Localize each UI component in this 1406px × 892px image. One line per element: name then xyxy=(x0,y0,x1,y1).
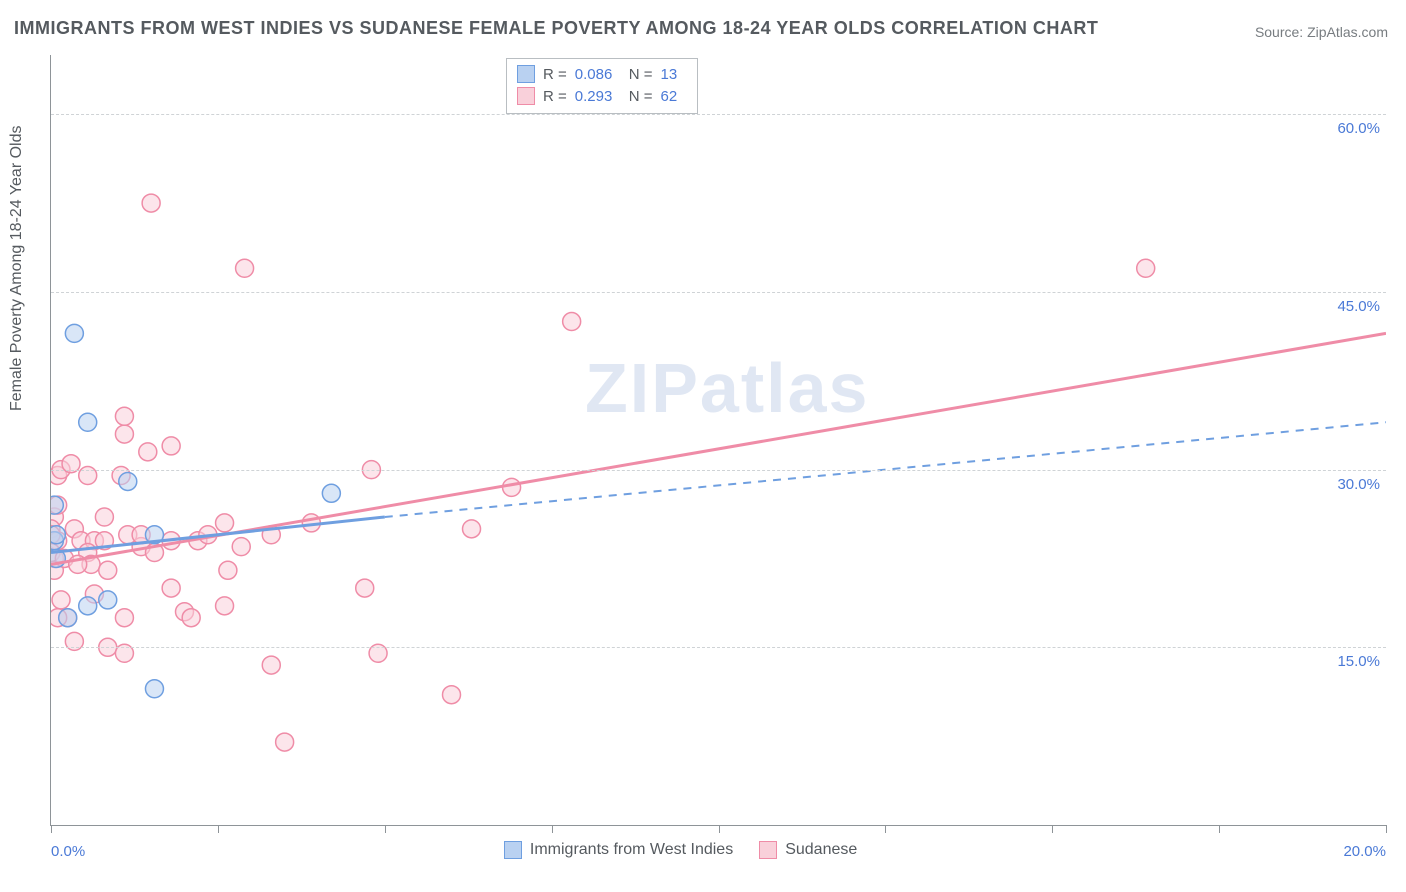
x-axis-tick xyxy=(385,825,386,833)
legend-swatch xyxy=(504,841,522,859)
n-value: 13 xyxy=(661,66,687,83)
x-axis-tick xyxy=(552,825,553,833)
y-axis-tick-label: 45.0% xyxy=(1337,298,1380,315)
stats-legend-row: R = 0.293 N = 62 xyxy=(517,85,687,107)
data-point xyxy=(322,484,340,502)
gridline xyxy=(51,114,1386,115)
data-point xyxy=(216,514,234,532)
data-point xyxy=(99,561,117,579)
data-point xyxy=(443,686,461,704)
data-point xyxy=(276,733,294,751)
data-point xyxy=(503,478,521,496)
data-point xyxy=(79,597,97,615)
data-point xyxy=(95,508,113,526)
series-legend-item: Immigrants from West Indies xyxy=(504,841,733,859)
data-point xyxy=(563,313,581,331)
data-point xyxy=(463,520,481,538)
data-point xyxy=(59,609,77,627)
y-axis-tick-label: 30.0% xyxy=(1337,476,1380,493)
data-point xyxy=(115,407,133,425)
data-point xyxy=(115,609,133,627)
gridline xyxy=(51,470,1386,471)
data-point xyxy=(65,324,83,342)
chart-container: IMMIGRANTS FROM WEST INDIES VS SUDANESE … xyxy=(0,0,1406,892)
y-axis-tick-label: 15.0% xyxy=(1337,653,1380,670)
n-value: 62 xyxy=(661,88,687,105)
x-axis-tick xyxy=(51,825,52,833)
x-axis-tick xyxy=(885,825,886,833)
source-attribution: Source: ZipAtlas.com xyxy=(1255,24,1388,40)
data-point xyxy=(99,591,117,609)
stats-legend: R = 0.086 N = 13 R = 0.293 N = 62 xyxy=(506,58,698,114)
y-axis-tick-label: 60.0% xyxy=(1337,120,1380,137)
data-point xyxy=(219,561,237,579)
r-value: 0.086 xyxy=(575,66,621,83)
data-point xyxy=(162,579,180,597)
series-legend-item: Sudanese xyxy=(759,841,857,859)
x-axis-tick-label: 0.0% xyxy=(51,843,85,860)
x-axis-tick-label: 20.0% xyxy=(1343,843,1386,860)
data-point xyxy=(1137,259,1155,277)
gridline xyxy=(51,647,1386,648)
data-point xyxy=(139,443,157,461)
data-point xyxy=(262,656,280,674)
source-name: ZipAtlas.com xyxy=(1307,24,1388,40)
x-axis-tick xyxy=(1219,825,1220,833)
chart-title: IMMIGRANTS FROM WEST INDIES VS SUDANESE … xyxy=(14,18,1098,39)
r-label: R = xyxy=(543,88,567,105)
data-point xyxy=(142,194,160,212)
legend-swatch xyxy=(517,87,535,105)
r-value: 0.293 xyxy=(575,88,621,105)
series-legend: Immigrants from West Indies Sudanese xyxy=(504,841,857,859)
data-point xyxy=(236,259,254,277)
data-point xyxy=(52,591,70,609)
stats-legend-row: R = 0.086 N = 13 xyxy=(517,63,687,85)
x-axis-tick xyxy=(1052,825,1053,833)
plot-area: ZIPatlas R =0.086N =13R =0.293N =62 15.0… xyxy=(50,55,1386,826)
x-axis-tick xyxy=(719,825,720,833)
data-point xyxy=(162,437,180,455)
data-point xyxy=(145,680,163,698)
data-point xyxy=(51,496,63,514)
series-legend-label: Immigrants from West Indies xyxy=(530,841,733,859)
data-point xyxy=(119,472,137,490)
r-label: R = xyxy=(543,66,567,83)
source-prefix: Source: xyxy=(1255,24,1307,40)
data-point xyxy=(182,609,200,627)
data-point xyxy=(216,597,234,615)
legend-swatch xyxy=(759,841,777,859)
data-point xyxy=(115,425,133,443)
data-point xyxy=(232,538,250,556)
data-point xyxy=(51,526,65,544)
y-axis-label: Female Poverty Among 18-24 Year Olds xyxy=(8,126,26,412)
n-label: N = xyxy=(629,88,653,105)
x-axis-tick xyxy=(1386,825,1387,833)
series-legend-label: Sudanese xyxy=(785,841,857,859)
legend-swatch xyxy=(517,65,535,83)
data-point xyxy=(79,413,97,431)
gridline xyxy=(51,292,1386,293)
data-point xyxy=(356,579,374,597)
n-label: N = xyxy=(629,66,653,83)
scatter-svg xyxy=(51,55,1386,825)
x-axis-tick xyxy=(218,825,219,833)
